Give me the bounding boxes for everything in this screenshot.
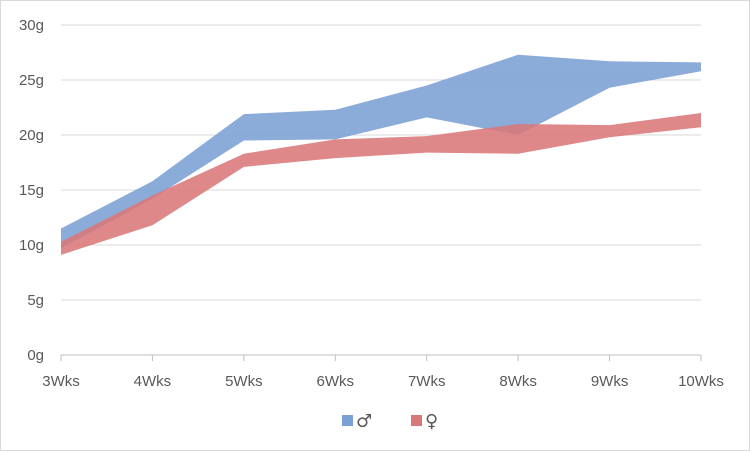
series-band-male [61, 54, 701, 249]
x-tick-label: 4Wks [134, 373, 172, 390]
series-bands [61, 54, 701, 255]
x-tick-label: 8Wks [499, 373, 537, 390]
legend-label-male: ♂ [356, 411, 372, 432]
y-tick-label: 25g [19, 72, 44, 89]
legend-label-female: ♀ [425, 411, 438, 432]
x-tick-label: 9Wks [591, 373, 629, 390]
y-tick-label: 5g [27, 292, 44, 309]
y-tick-label: 30g [19, 17, 44, 34]
x-tick-labels: 3Wks 4Wks 5Wks 6Wks 7Wks 8Wks 9Wks 10Wks [42, 373, 724, 390]
legend-swatch-female [411, 415, 422, 426]
series-band-female [61, 113, 701, 255]
x-axis [60, 354, 702, 361]
x-tick-label: 6Wks [317, 373, 355, 390]
y-tick-labels: 0g 5g 10g 15g 20g 25g 30g [19, 17, 44, 364]
y-tick-label: 20g [19, 127, 44, 144]
x-tick-label: 3Wks [42, 373, 80, 390]
legend-swatch-male [342, 415, 353, 426]
y-tick-label: 0g [27, 347, 44, 364]
y-tick-label: 15g [19, 182, 44, 199]
x-tick-label: 5Wks [225, 373, 263, 390]
y-tick-label: 10g [19, 237, 44, 254]
x-tick-label: 10Wks [678, 373, 724, 390]
legend: ♂ ♀ [342, 411, 438, 432]
x-tick-label: 7Wks [408, 373, 446, 390]
